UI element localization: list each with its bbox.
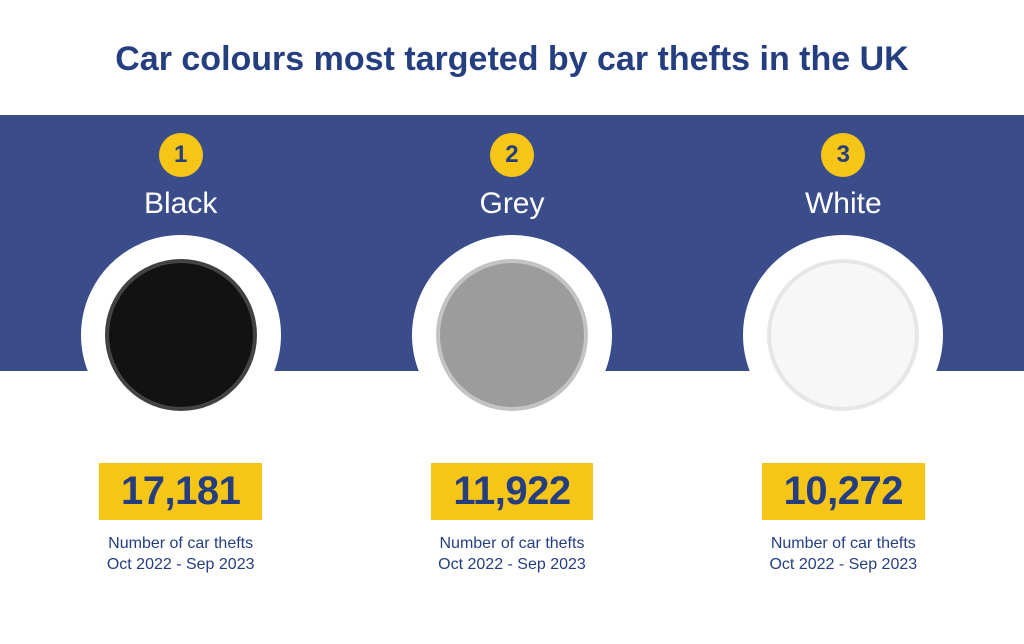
caption-line2: Oct 2022 - Sep 2023 xyxy=(107,556,255,573)
caption: Number of car thefts Oct 2022 - Sep 2023 xyxy=(438,534,586,576)
count-value: 17,181 xyxy=(99,463,262,520)
caption-line1: Number of car thefts xyxy=(771,535,916,552)
swatch-outer xyxy=(81,235,281,435)
swatch-outer xyxy=(743,235,943,435)
caption-line1: Number of car thefts xyxy=(108,535,253,552)
swatch-outer xyxy=(412,235,612,435)
rank-item: 3 White 10,272 Number of car thefts Oct … xyxy=(723,115,964,576)
color-swatch xyxy=(437,260,587,410)
caption: Number of car thefts Oct 2022 - Sep 2023 xyxy=(769,534,917,576)
count-value: 11,922 xyxy=(431,463,592,520)
color-name: White xyxy=(805,187,882,221)
page-title: Car colours most targeted by car thefts … xyxy=(0,0,1024,115)
caption-line2: Oct 2022 - Sep 2023 xyxy=(769,556,917,573)
color-band: 1 Black 17,181 Number of car thefts Oct … xyxy=(0,115,1024,371)
caption: Number of car thefts Oct 2022 - Sep 2023 xyxy=(107,534,255,576)
count-value: 10,272 xyxy=(762,463,925,520)
color-swatch xyxy=(768,260,918,410)
color-swatch xyxy=(106,260,256,410)
rank-badge: 3 xyxy=(821,133,865,177)
rank-badge: 1 xyxy=(159,133,203,177)
color-name: Black xyxy=(144,187,217,221)
rank-badge: 2 xyxy=(490,133,534,177)
caption-line1: Number of car thefts xyxy=(440,535,585,552)
rank-item: 2 Grey 11,922 Number of car thefts Oct 2… xyxy=(391,115,632,576)
caption-line2: Oct 2022 - Sep 2023 xyxy=(438,556,586,573)
color-name: Grey xyxy=(479,187,544,221)
rank-item: 1 Black 17,181 Number of car thefts Oct … xyxy=(60,115,301,576)
items-row: 1 Black 17,181 Number of car thefts Oct … xyxy=(0,115,1024,576)
